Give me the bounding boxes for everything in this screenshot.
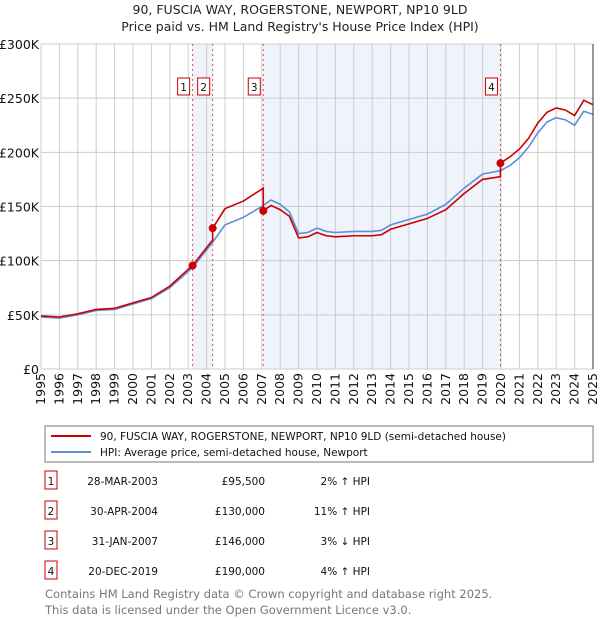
y-tick-label: £50K bbox=[7, 308, 40, 323]
x-tick-label: 2007 bbox=[254, 373, 269, 405]
y-tick-label: £100K bbox=[0, 254, 40, 269]
sale-row-number: 1 bbox=[48, 476, 55, 488]
sale-row-date: 30-APR-2004 bbox=[90, 506, 158, 518]
x-tick-label: 2025 bbox=[585, 373, 600, 405]
sale-row-date: 28-MAR-2003 bbox=[87, 476, 158, 488]
sale-row-badge bbox=[44, 560, 58, 580]
y-tick-label: £150K bbox=[0, 200, 40, 215]
sale-point bbox=[259, 206, 268, 215]
x-tick-label: 1999 bbox=[107, 373, 122, 405]
x-tick-label: 2011 bbox=[327, 373, 342, 405]
y-tick-label: £0 bbox=[23, 362, 39, 377]
sale-label: 2 bbox=[200, 82, 207, 94]
sale-label-box bbox=[484, 77, 498, 96]
sale-row-number: 3 bbox=[48, 536, 55, 548]
x-tick-label: 2016 bbox=[419, 373, 434, 405]
y-tick-label: £200K bbox=[0, 145, 40, 160]
x-tick-label: 2006 bbox=[235, 373, 250, 405]
sale-row-number: 4 bbox=[48, 566, 55, 578]
footer-line-1: Contains HM Land Registry data © Crown c… bbox=[45, 587, 492, 601]
x-tick-label: 1998 bbox=[88, 373, 103, 405]
x-tick-label: 2015 bbox=[401, 373, 416, 405]
sale-row-hpi: 3% ↓ HPI bbox=[321, 536, 370, 548]
property-price-line bbox=[40, 99, 594, 318]
x-tick-label: 1997 bbox=[70, 373, 85, 405]
x-tick-label: 1996 bbox=[51, 373, 66, 405]
x-tick-label: 2000 bbox=[125, 373, 140, 405]
sale-row-hpi: 4% ↑ HPI bbox=[321, 566, 370, 578]
sale-point bbox=[188, 261, 197, 270]
x-tick-label: 2003 bbox=[180, 373, 195, 405]
sale-row-price: £146,000 bbox=[215, 536, 265, 548]
x-tick-label: 1995 bbox=[33, 373, 48, 405]
sale-row-badge bbox=[44, 500, 58, 520]
sale-label: 1 bbox=[180, 82, 187, 94]
legend-label-property: 90, FUSCIA WAY, ROGERSTONE, NEWPORT, NP1… bbox=[100, 431, 506, 443]
sale-label: 4 bbox=[488, 82, 495, 94]
x-tick-label: 2008 bbox=[272, 373, 287, 405]
x-tick-label: 2004 bbox=[199, 373, 214, 405]
x-tick-label: 2009 bbox=[291, 373, 306, 405]
x-tick-label: 2012 bbox=[346, 373, 361, 405]
sale-row-price: £130,000 bbox=[215, 506, 265, 518]
x-tick-label: 2020 bbox=[493, 373, 508, 405]
sale-point bbox=[208, 224, 217, 233]
x-tick-label: 2022 bbox=[530, 373, 545, 405]
y-tick-label: £300K bbox=[0, 37, 40, 52]
x-tick-label: 2005 bbox=[217, 373, 232, 405]
sale-point bbox=[496, 159, 505, 168]
y-tick-label: £250K bbox=[0, 91, 40, 106]
x-tick-label: 2021 bbox=[511, 373, 526, 405]
x-tick-label: 2013 bbox=[364, 373, 379, 405]
sale-row-date: 20-DEC-2019 bbox=[88, 566, 158, 578]
sale-row-price: £190,000 bbox=[215, 566, 265, 578]
x-tick-label: 2002 bbox=[162, 373, 177, 405]
sale-label: 3 bbox=[251, 82, 258, 94]
chart-subtitle: Price paid vs. HM Land Registry's House … bbox=[121, 19, 478, 34]
x-tick-label: 2001 bbox=[143, 373, 158, 405]
legend: 90, FUSCIA WAY, ROGERSTONE, NEWPORT, NP1… bbox=[44, 425, 594, 463]
hpi-line bbox=[40, 110, 594, 319]
sale-label-box bbox=[177, 77, 191, 96]
x-tick-label: 2024 bbox=[567, 373, 582, 405]
sale-row-price: £95,500 bbox=[222, 476, 265, 488]
sale-row-hpi: 2% ↑ HPI bbox=[321, 476, 370, 488]
x-tick-label: 2018 bbox=[456, 373, 471, 405]
sale-row-number: 2 bbox=[48, 506, 55, 518]
sale-row-date: 31-JAN-2007 bbox=[92, 536, 158, 548]
footer-line-2: This data is licensed under the Open Gov… bbox=[44, 603, 411, 617]
sale-label-box bbox=[197, 77, 211, 96]
x-tick-label: 2017 bbox=[438, 373, 453, 405]
x-tick-label: 2019 bbox=[475, 373, 490, 405]
sale-row-hpi: 11% ↑ HPI bbox=[314, 506, 370, 518]
x-tick-label: 2010 bbox=[309, 373, 324, 405]
sale-row-badge bbox=[44, 530, 58, 550]
sale-row-badge bbox=[44, 470, 58, 490]
x-tick-label: 2023 bbox=[548, 373, 563, 405]
x-tick-label: 2014 bbox=[383, 373, 398, 405]
chart-title: 90, FUSCIA WAY, ROGERSTONE, NEWPORT, NP1… bbox=[133, 2, 468, 17]
legend-label-hpi: HPI: Average price, semi-detached house,… bbox=[100, 447, 368, 459]
sale-label-box bbox=[247, 77, 261, 96]
